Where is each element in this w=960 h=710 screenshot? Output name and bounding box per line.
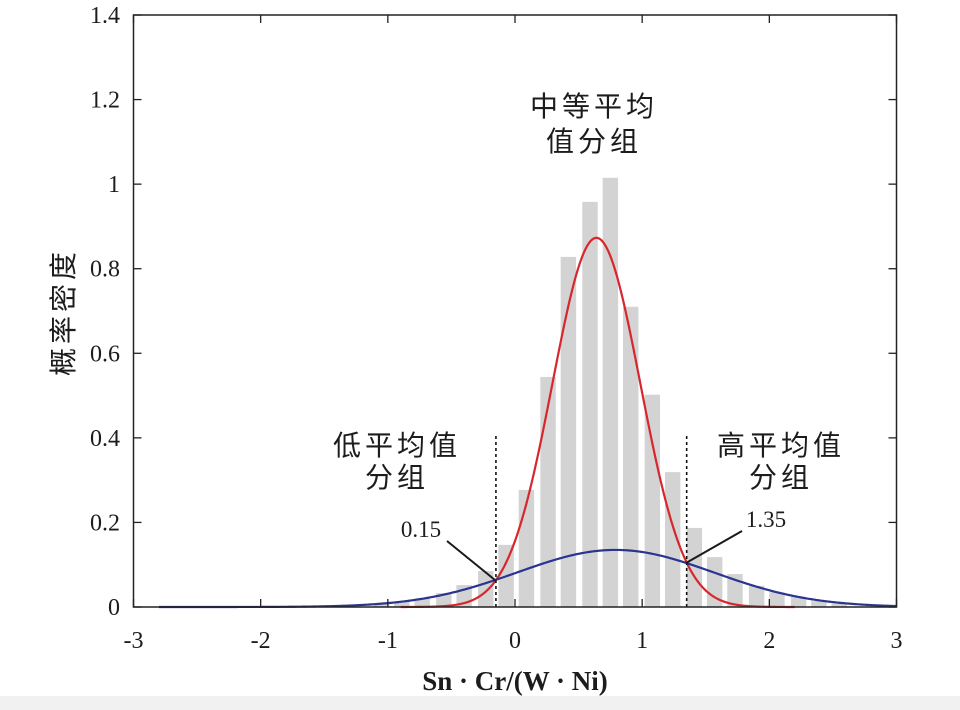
- annotation-low-line2: 分组: [365, 462, 429, 494]
- histogram-bar: [748, 585, 765, 607]
- histogram-bar: [478, 571, 494, 607]
- y-tick-label: 1.2: [90, 88, 120, 114]
- annotation-high-line2: 分组: [749, 462, 813, 494]
- axis-tick-labels: -3 -2 -1 0 1 2 3 0 0.2 0.4 0.6 0.8 1 1.2 1.4: [90, 3, 903, 654]
- histogram-bar: [414, 598, 430, 607]
- page-footer-strip: [0, 696, 960, 710]
- histogram-bar: [727, 574, 743, 607]
- x-axis-label: Sn · Cr/(W · Ni): [422, 666, 608, 696]
- x-tick-label: 1: [636, 628, 648, 654]
- annotation-mid-line2: 值分组: [546, 126, 642, 158]
- annotation-high-line1: 高平均值: [717, 430, 845, 462]
- histogram-bar: [623, 306, 639, 607]
- histogram: [373, 177, 847, 608]
- annotation-mid-group: 中等平均 值分组: [530, 91, 658, 158]
- histogram-bar: [686, 527, 703, 607]
- leader-line-low: [446, 540, 496, 581]
- histogram-bar: [373, 604, 390, 607]
- y-axis-label: 概率密度: [48, 248, 80, 376]
- x-tick-label: -1: [378, 628, 398, 654]
- histogram-bar: [540, 376, 556, 607]
- y-tick-label: 0.2: [90, 510, 120, 536]
- y-tick-label: 1.4: [90, 3, 120, 29]
- annotation-low-group: 低平均值 分组: [333, 430, 461, 494]
- y-tick-label: 0: [108, 595, 120, 621]
- threshold-lines: [495, 433, 688, 607]
- y-tick-label: 0.4: [90, 426, 120, 452]
- histogram-bar: [644, 394, 661, 607]
- annotation-high-group: 高平均值 分组: [717, 430, 845, 494]
- histogram-bar: [560, 256, 577, 607]
- x-tick-label: 3: [891, 628, 903, 654]
- histogram-bar: [664, 472, 681, 607]
- histogram-bar: [602, 177, 619, 608]
- y-tick-label: 0.6: [90, 341, 120, 367]
- x-tick-label: -2: [251, 628, 271, 654]
- threshold-label-low: 0.15: [401, 517, 441, 542]
- annotation-low-line1: 低平均值: [333, 430, 461, 462]
- histogram-bar: [394, 601, 410, 607]
- y-tick-label: 1: [108, 172, 120, 198]
- axis-ticks: [132, 14, 898, 608]
- histogram-bar: [790, 596, 807, 607]
- histogram-bar: [582, 201, 598, 607]
- histogram-bar: [769, 592, 785, 607]
- x-tick-label: -3: [124, 628, 144, 654]
- fit-curve-red: [400, 236, 796, 609]
- annotation-mid-line1: 中等平均: [530, 91, 658, 123]
- y-tick-label: 0.8: [90, 257, 120, 283]
- leader-line-high: [685, 530, 743, 564]
- histogram-bar: [811, 601, 827, 607]
- x-tick-label: 2: [763, 628, 775, 654]
- histogram-bar: [831, 603, 847, 607]
- x-tick-label: 0: [509, 628, 521, 654]
- threshold-label-high: 1.35: [746, 507, 786, 532]
